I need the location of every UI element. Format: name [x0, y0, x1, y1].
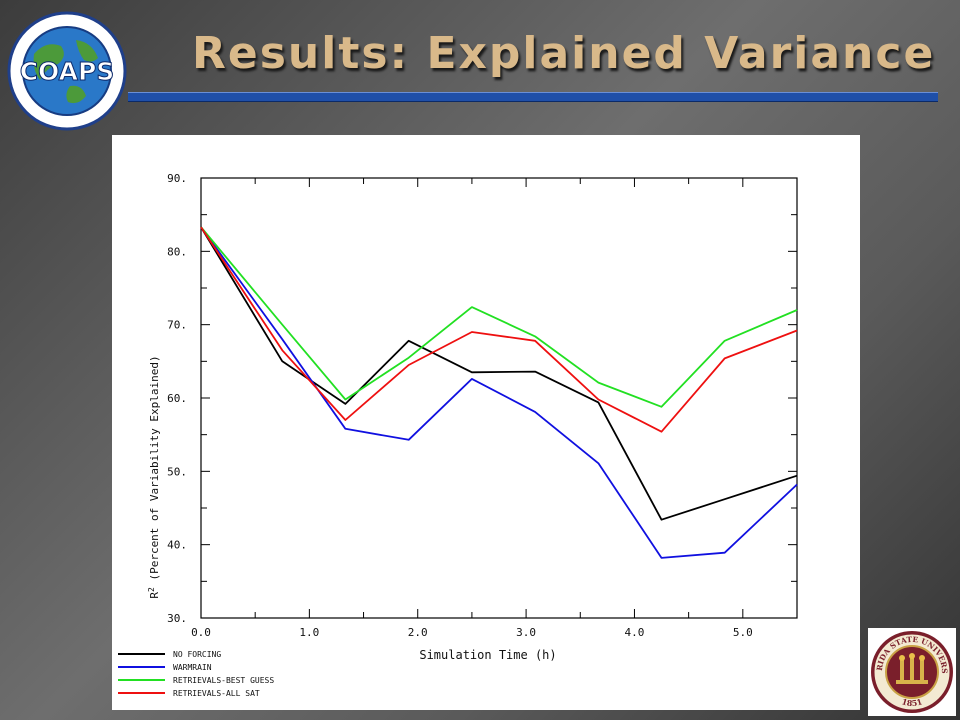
svg-text:1851: 1851	[901, 696, 924, 708]
y-tick-label: 30.	[167, 612, 187, 625]
plot-frame	[200, 177, 798, 619]
series-line-warmrain	[200, 226, 798, 559]
slide-title: Results: Explained Variance	[192, 28, 936, 79]
legend-label: NO FORCING	[173, 650, 221, 659]
x-axis-label: Simulation Time (h)	[419, 648, 556, 662]
title-rule	[128, 92, 938, 102]
x-tick-label: 4.0	[625, 626, 645, 639]
coaps-logo: COAPS	[7, 11, 127, 131]
y-tick-label: 40.	[167, 539, 187, 552]
x-tick-label: 3.0	[516, 626, 536, 639]
y-tick-label: 80.	[167, 245, 187, 258]
series-line-retrievals-best-guess	[200, 226, 798, 408]
y-tick-label: 90.	[167, 172, 187, 185]
line-chart: 0.0 1.0 2.0 3.0 4.0 5.0 30. 40. 50. 60. 70. 80. 90.…	[118, 172, 798, 698]
legend-label: WARMRAIN	[173, 663, 212, 672]
y-tick-labels: 30. 40. 50. 60. 70. 80. 90.	[167, 172, 187, 625]
x-tick-label: 1.0	[299, 626, 319, 639]
x-tick-labels: 0.0 1.0 2.0 3.0 4.0 5.0	[191, 626, 753, 639]
axes	[200, 177, 798, 619]
y-tick-label: 60.	[167, 392, 187, 405]
fsu-seal: FLORIDA STATE UNIVERSITY 1851	[868, 628, 956, 716]
legend: NO FORCING WARMRAIN RETRIEVALS-BEST GUESS R…	[118, 650, 274, 698]
series-line-retrievals-all-sat	[200, 226, 798, 433]
coaps-logo-text: COAPS	[20, 57, 115, 86]
legend-label: RETRIEVALS-BEST GUESS	[173, 676, 274, 685]
tick-marks	[200, 177, 798, 619]
x-tick-label: 5.0	[733, 626, 753, 639]
y-axis-label: R2 (Percent of Variability Explained)	[147, 355, 162, 598]
chart-panel: 0.0 1.0 2.0 3.0 4.0 5.0 30. 40. 50. 60. 70. 80. 90.…	[112, 135, 860, 710]
x-tick-label: 0.0	[191, 626, 211, 639]
seal-year-text: 1851	[901, 696, 924, 708]
series-lines	[200, 226, 798, 559]
legend-label: RETRIEVALS-ALL SAT	[173, 689, 260, 698]
series-line-no-forcing	[200, 226, 798, 521]
x-tick-label: 2.0	[408, 626, 428, 639]
y-tick-label: 70.	[167, 319, 187, 332]
y-tick-label: 50.	[167, 465, 187, 478]
